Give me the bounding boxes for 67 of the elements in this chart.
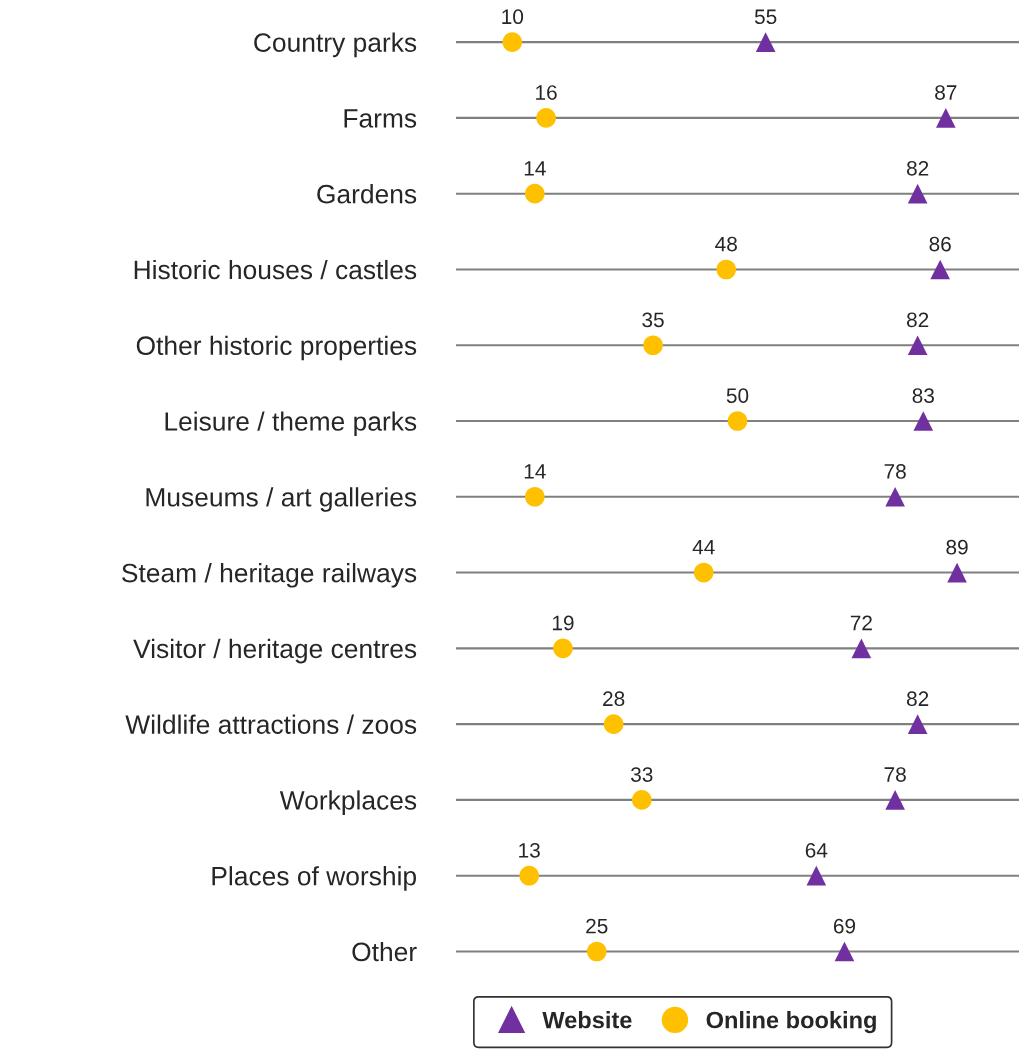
point	[586, 941, 607, 962]
data-label: 87	[935, 85, 957, 100]
point	[885, 790, 905, 810]
data-label: 64	[805, 842, 828, 858]
point	[806, 865, 827, 886]
data-label: 14	[524, 464, 546, 479]
data-label: 82	[906, 691, 929, 707]
point	[525, 486, 545, 507]
data-label: 13	[519, 842, 540, 858]
data-label: 19	[552, 615, 574, 631]
data-label: 89	[946, 539, 968, 555]
y-tick-label: Museums / art galleries	[146, 487, 417, 512]
point	[851, 638, 872, 659]
y-tick-label: Other historic properties	[136, 335, 417, 361]
data-label: 55	[754, 9, 777, 25]
point	[603, 714, 624, 734]
y-tick-label: Farms	[344, 109, 417, 128]
point	[536, 108, 556, 128]
data-label: 10	[502, 9, 524, 25]
y-tick-label: Historic houses / castles	[134, 259, 417, 280]
point	[930, 259, 950, 280]
data-label: 25	[586, 918, 608, 934]
point	[631, 790, 652, 810]
point	[907, 183, 928, 204]
data-label: 16	[536, 85, 557, 100]
data-label: 86	[929, 236, 951, 252]
point	[907, 714, 928, 734]
point	[693, 562, 714, 583]
data-label: 50	[726, 388, 749, 403]
data-label: 78	[884, 464, 906, 479]
point	[935, 108, 956, 128]
data-label: 44	[692, 540, 715, 555]
point	[947, 562, 967, 583]
data-label: 48	[715, 236, 737, 252]
point	[525, 183, 545, 204]
y-tick-label: Steam / heritage railways	[122, 563, 417, 588]
y-tick-label: Places of worship	[212, 866, 417, 891]
point	[716, 259, 737, 280]
data-label: 72	[850, 615, 872, 631]
point	[643, 335, 663, 356]
data-label: 28	[603, 691, 625, 707]
y-tick-label: Country parks	[254, 32, 417, 58]
y-tick-label: Gardens	[317, 184, 417, 204]
point	[834, 941, 855, 962]
data-label: 78	[884, 767, 906, 782]
data-label: 82	[906, 160, 929, 176]
data-label: 35	[642, 312, 664, 328]
y-tick-label: Workplaces	[279, 790, 417, 815]
data-label: 83	[912, 388, 934, 403]
legend-label: Online booking	[706, 1011, 876, 1034]
point	[907, 335, 928, 356]
data-label: 82	[906, 312, 929, 328]
data-label: 33	[631, 767, 653, 782]
y-tick-label: Other	[352, 941, 417, 962]
point	[913, 411, 934, 431]
data-label: 69	[833, 918, 856, 934]
legend-label: Website	[542, 1011, 632, 1029]
point	[502, 32, 523, 52]
point	[553, 638, 573, 659]
point	[885, 486, 905, 507]
data-label: 14	[524, 161, 546, 176]
y-tick-label: Visitor / heritage centres	[133, 638, 417, 664]
y-tick-label: Wildlife attractions / zoos	[125, 714, 417, 734]
point	[755, 32, 776, 52]
point	[727, 411, 748, 431]
point	[519, 865, 540, 886]
y-tick-label: Leisure / theme parks	[165, 411, 417, 437]
